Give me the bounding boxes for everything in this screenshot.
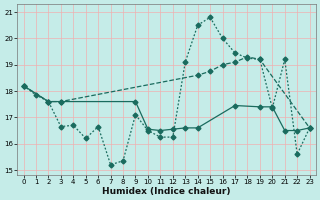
X-axis label: Humidex (Indice chaleur): Humidex (Indice chaleur) (102, 187, 231, 196)
